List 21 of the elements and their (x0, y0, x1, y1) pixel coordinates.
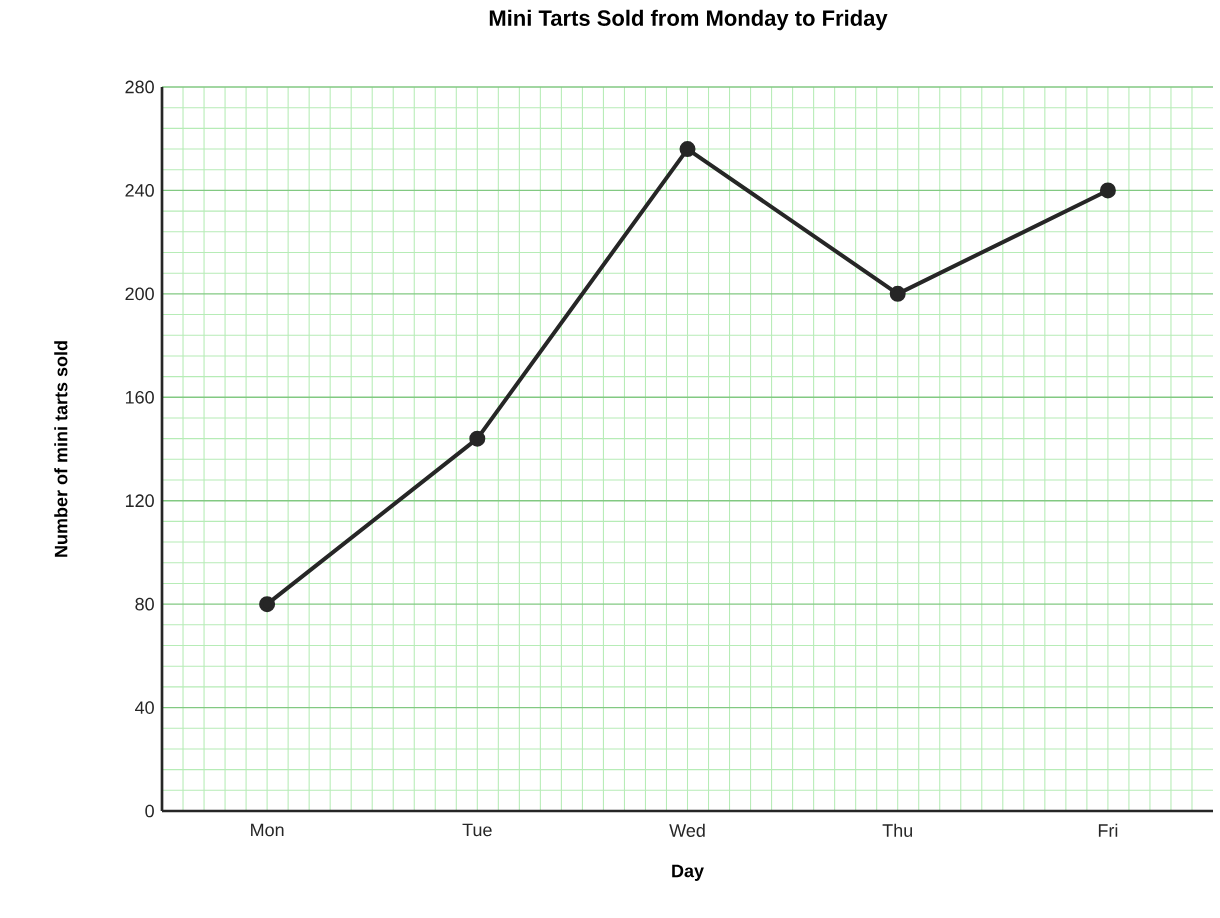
x-tick-label: Fri (1098, 823, 1118, 837)
y-tick-label: 120 (125, 494, 154, 508)
point (469, 430, 486, 447)
y-tick-label: 160 (125, 390, 154, 404)
y-tick-label: 80 (135, 597, 154, 611)
y-tick-label: 40 (135, 701, 154, 714)
x-tick-label: Thu (882, 823, 913, 837)
y-axis-title: Number of mini tarts sold (54, 341, 68, 557)
point (889, 285, 906, 302)
chart-title: Mini Tarts Sold from Monday to Friday (489, 9, 888, 31)
x-tick-label: Tue (462, 823, 492, 837)
point (259, 596, 276, 613)
point (1099, 182, 1116, 199)
x-tick-label: Wed (669, 823, 705, 837)
y-tick-label: 200 (125, 287, 154, 301)
y-tick-label: 0 (145, 804, 154, 818)
x-axis-title: Day (672, 864, 704, 881)
y-tick-label: 240 (125, 184, 154, 197)
y-tick-label: 280 (125, 80, 154, 94)
x-tick-label: Mon (251, 823, 284, 837)
point (679, 141, 696, 158)
